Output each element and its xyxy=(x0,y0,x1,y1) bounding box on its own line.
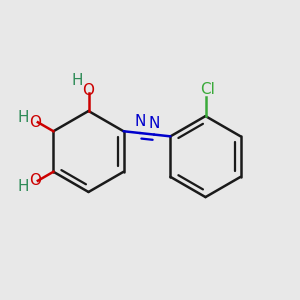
Text: O: O xyxy=(82,83,94,98)
Text: H: H xyxy=(71,73,83,88)
Text: N: N xyxy=(148,116,160,131)
Text: N: N xyxy=(134,114,146,129)
Text: H: H xyxy=(18,178,29,194)
Text: O: O xyxy=(29,173,41,188)
Text: H: H xyxy=(18,110,29,125)
Text: O: O xyxy=(29,115,41,130)
Text: Cl: Cl xyxy=(200,82,215,98)
